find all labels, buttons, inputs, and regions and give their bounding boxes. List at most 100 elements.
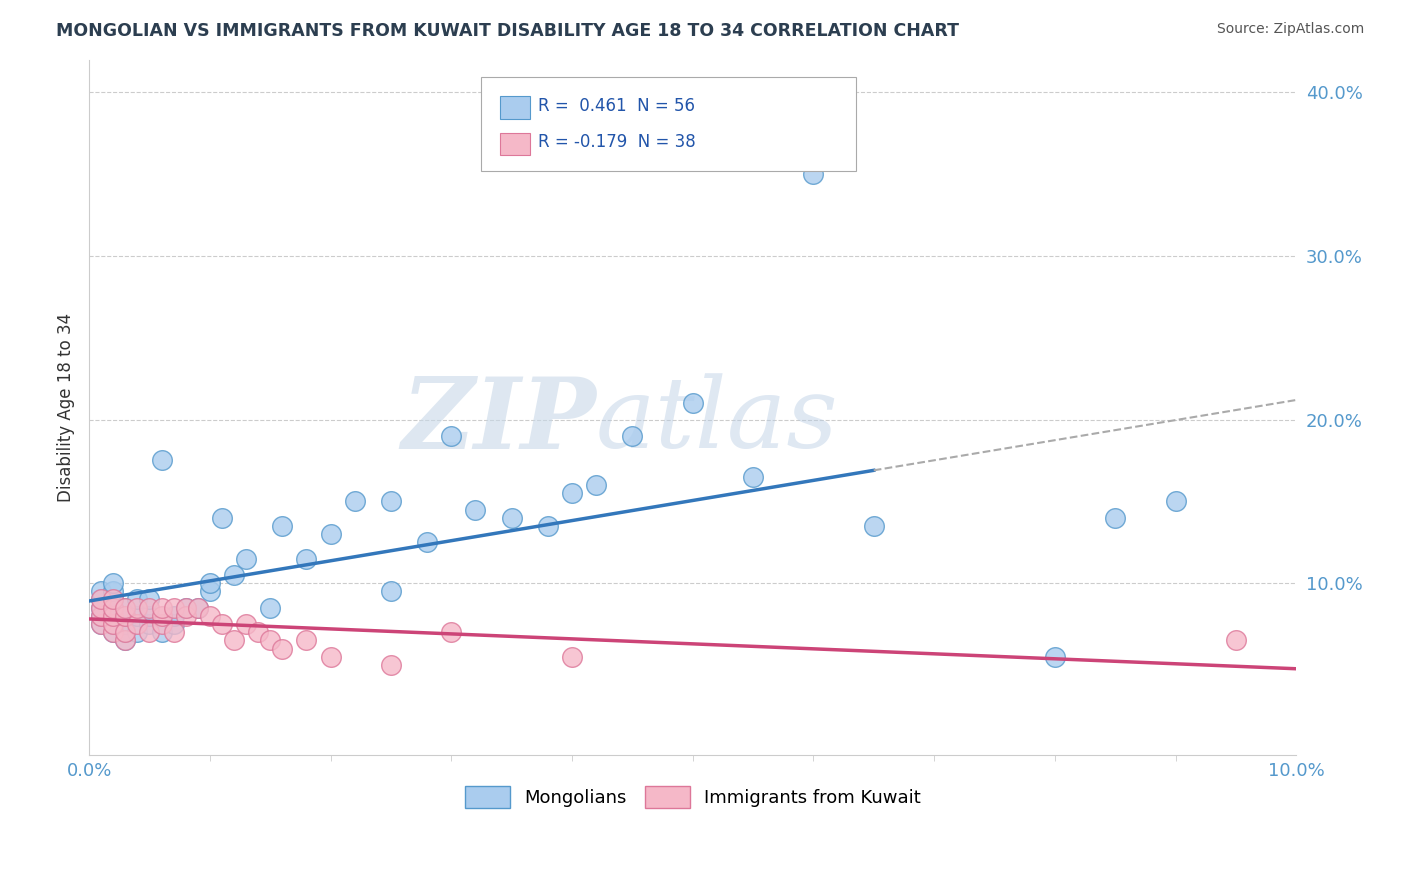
Point (682, 396, 704, 410)
Point (127, 625, 149, 640)
Point (103, 600, 125, 615)
Point (537, 519, 560, 533)
Text: MONGOLIAN VS IMMIGRANTS FROM KUWAIT DISABILITY AGE 18 TO 34 CORRELATION CHART: MONGOLIAN VS IMMIGRANTS FROM KUWAIT DISA… (56, 22, 959, 40)
Point (90, 592, 112, 607)
Point (198, 584, 221, 599)
Point (114, 633, 136, 648)
Point (742, 470, 765, 484)
Y-axis label: Disability Age 18 to 34: Disability Age 18 to 34 (58, 313, 75, 502)
Point (295, 551, 318, 566)
Point (90, 617, 112, 632)
Text: atlas: atlas (596, 374, 839, 469)
Point (103, 617, 125, 632)
Point (127, 608, 149, 623)
Point (803, 167, 825, 181)
Point (174, 600, 197, 615)
Point (103, 608, 125, 623)
Point (259, 633, 281, 648)
Point (464, 502, 486, 516)
Point (103, 600, 125, 615)
Point (259, 600, 281, 615)
Point (114, 608, 136, 623)
Point (621, 429, 644, 443)
Point (561, 486, 583, 500)
Point (103, 625, 125, 640)
Text: R = -0.179  N = 38: R = -0.179 N = 38 (538, 133, 696, 152)
Point (103, 592, 125, 607)
Point (271, 641, 294, 656)
Point (114, 625, 136, 640)
Point (247, 625, 270, 640)
Point (127, 617, 149, 632)
Point (416, 535, 439, 549)
Point (380, 494, 402, 508)
Point (90, 584, 112, 599)
Point (103, 576, 125, 591)
Point (1225, 633, 1247, 648)
Point (187, 600, 209, 615)
Point (150, 453, 173, 467)
Point (150, 617, 173, 632)
Point (222, 568, 245, 582)
Point (380, 657, 402, 672)
FancyBboxPatch shape (481, 77, 856, 171)
Point (114, 633, 136, 648)
Point (103, 608, 125, 623)
Point (138, 617, 160, 632)
Point (138, 600, 160, 615)
Point (440, 429, 463, 443)
Point (235, 617, 257, 632)
Point (114, 608, 136, 623)
Point (222, 633, 245, 648)
Point (90, 600, 112, 615)
Point (103, 584, 125, 599)
Point (174, 608, 197, 623)
Point (90, 608, 112, 623)
Point (162, 600, 184, 615)
Point (198, 608, 221, 623)
Point (380, 584, 402, 599)
Point (103, 625, 125, 640)
Point (138, 625, 160, 640)
Point (90, 600, 112, 615)
Point (150, 625, 173, 640)
Point (90, 592, 112, 607)
Point (103, 592, 125, 607)
Point (343, 494, 366, 508)
Point (150, 600, 173, 615)
Point (174, 600, 197, 615)
Point (561, 649, 583, 664)
Point (138, 592, 160, 607)
Point (319, 527, 342, 541)
Point (162, 625, 184, 640)
Point (114, 625, 136, 640)
Point (198, 576, 221, 591)
Point (138, 608, 160, 623)
Point (235, 551, 257, 566)
Point (1043, 649, 1066, 664)
Point (90, 608, 112, 623)
Text: Source: ZipAtlas.com: Source: ZipAtlas.com (1216, 22, 1364, 37)
Point (162, 608, 184, 623)
Point (114, 600, 136, 615)
Point (150, 608, 173, 623)
Point (271, 519, 294, 533)
Point (1164, 494, 1187, 508)
Bar (499, 133, 530, 155)
Point (585, 478, 607, 492)
Point (114, 617, 136, 632)
Point (90, 617, 112, 632)
Point (127, 600, 149, 615)
Legend: Mongolians, Immigrants from Kuwait: Mongolians, Immigrants from Kuwait (457, 779, 928, 815)
Point (103, 617, 125, 632)
Text: ZIP: ZIP (401, 373, 596, 469)
Point (295, 633, 318, 648)
Point (211, 617, 233, 632)
Point (501, 510, 523, 524)
Point (440, 625, 463, 640)
Point (319, 649, 342, 664)
Point (187, 600, 209, 615)
Point (127, 592, 149, 607)
Bar (499, 96, 530, 119)
Point (162, 617, 184, 632)
